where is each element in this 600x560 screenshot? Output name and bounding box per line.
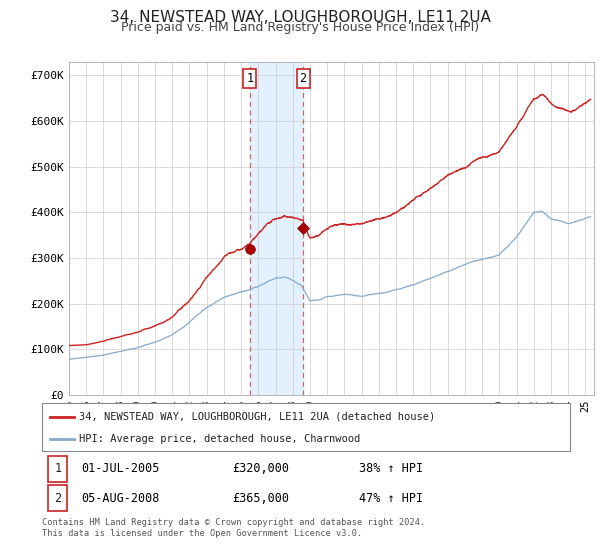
Text: 01-JUL-2005: 01-JUL-2005 bbox=[82, 463, 160, 475]
Bar bbox=[250, 62, 303, 395]
FancyBboxPatch shape bbox=[49, 456, 67, 482]
Text: 34, NEWSTEAD WAY, LOUGHBOROUGH, LE11 2UA: 34, NEWSTEAD WAY, LOUGHBOROUGH, LE11 2UA bbox=[110, 10, 490, 25]
Text: Contains HM Land Registry data © Crown copyright and database right 2024.: Contains HM Land Registry data © Crown c… bbox=[42, 518, 425, 527]
Text: Price paid vs. HM Land Registry's House Price Index (HPI): Price paid vs. HM Land Registry's House … bbox=[121, 21, 479, 34]
Text: 2: 2 bbox=[54, 492, 61, 505]
Text: 38% ↑ HPI: 38% ↑ HPI bbox=[359, 463, 423, 475]
Text: 1: 1 bbox=[246, 72, 253, 85]
Text: 2: 2 bbox=[299, 72, 307, 85]
Text: This data is licensed under the Open Government Licence v3.0.: This data is licensed under the Open Gov… bbox=[42, 529, 362, 538]
Text: 1: 1 bbox=[54, 463, 61, 475]
Text: 47% ↑ HPI: 47% ↑ HPI bbox=[359, 492, 423, 505]
Text: £320,000: £320,000 bbox=[232, 463, 289, 475]
FancyBboxPatch shape bbox=[49, 486, 67, 511]
Text: HPI: Average price, detached house, Charnwood: HPI: Average price, detached house, Char… bbox=[79, 434, 360, 444]
Text: 05-AUG-2008: 05-AUG-2008 bbox=[82, 492, 160, 505]
Text: £365,000: £365,000 bbox=[232, 492, 289, 505]
Text: 34, NEWSTEAD WAY, LOUGHBOROUGH, LE11 2UA (detached house): 34, NEWSTEAD WAY, LOUGHBOROUGH, LE11 2UA… bbox=[79, 412, 435, 422]
